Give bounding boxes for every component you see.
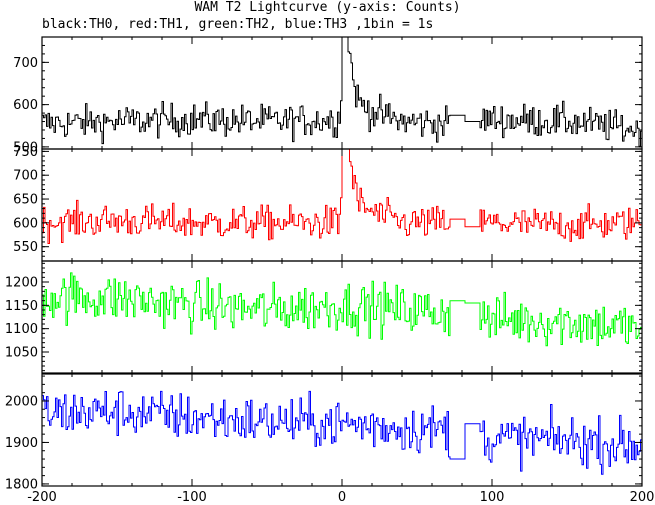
series-th1 [42, 149, 642, 244]
series-th2 [42, 272, 642, 347]
y-tick-label: 750 [13, 145, 38, 160]
y-tick-label: 1050 [5, 346, 38, 361]
series-th3 [42, 390, 642, 475]
y-tick-label: 1900 [5, 436, 38, 451]
y-tick-label: 1150 [5, 299, 38, 314]
y-tick-label: 700 [13, 169, 38, 184]
x-tick-label: 0 [338, 490, 346, 505]
panel-th2: 1050 1100 1150 1200 [5, 260, 643, 374]
x-tick-label: -100 [177, 490, 207, 505]
y-tick-label: 500 [13, 140, 38, 155]
x-tick-label: 100 [480, 490, 505, 505]
y-tick-label: 2000 [5, 394, 38, 409]
y-tick-label: 550 [13, 240, 38, 255]
panel-th3: 1800 1900 2000 [5, 373, 643, 492]
y-tick-label: 1100 [5, 322, 38, 337]
series-th0 [42, 37, 642, 147]
y-tick-label: 600 [13, 98, 38, 113]
panel-th1: 550 600 650 700 750 [13, 145, 643, 262]
chart-subtitle: black:TH0, red:TH1, green:TH2, blue:TH3 … [42, 17, 434, 32]
y-tick-label: 700 [13, 56, 38, 71]
y-tick-label: 600 [13, 216, 38, 231]
plot-layer: 500 600 700 550 600 650 700 750 1050 1100 1150 1200… [5, 36, 655, 505]
y-tick-label: 1200 [5, 276, 38, 291]
x-tick-label: 200 [630, 490, 655, 505]
x-tick-label: -200 [27, 490, 57, 505]
panel-th0: 500 600 700 [13, 36, 643, 155]
chart-title: WAM T2 Lightcurve (y-axis: Counts) [194, 0, 461, 15]
y-tick-label: 650 [13, 193, 38, 208]
y-tick-label: 1800 [5, 477, 38, 492]
